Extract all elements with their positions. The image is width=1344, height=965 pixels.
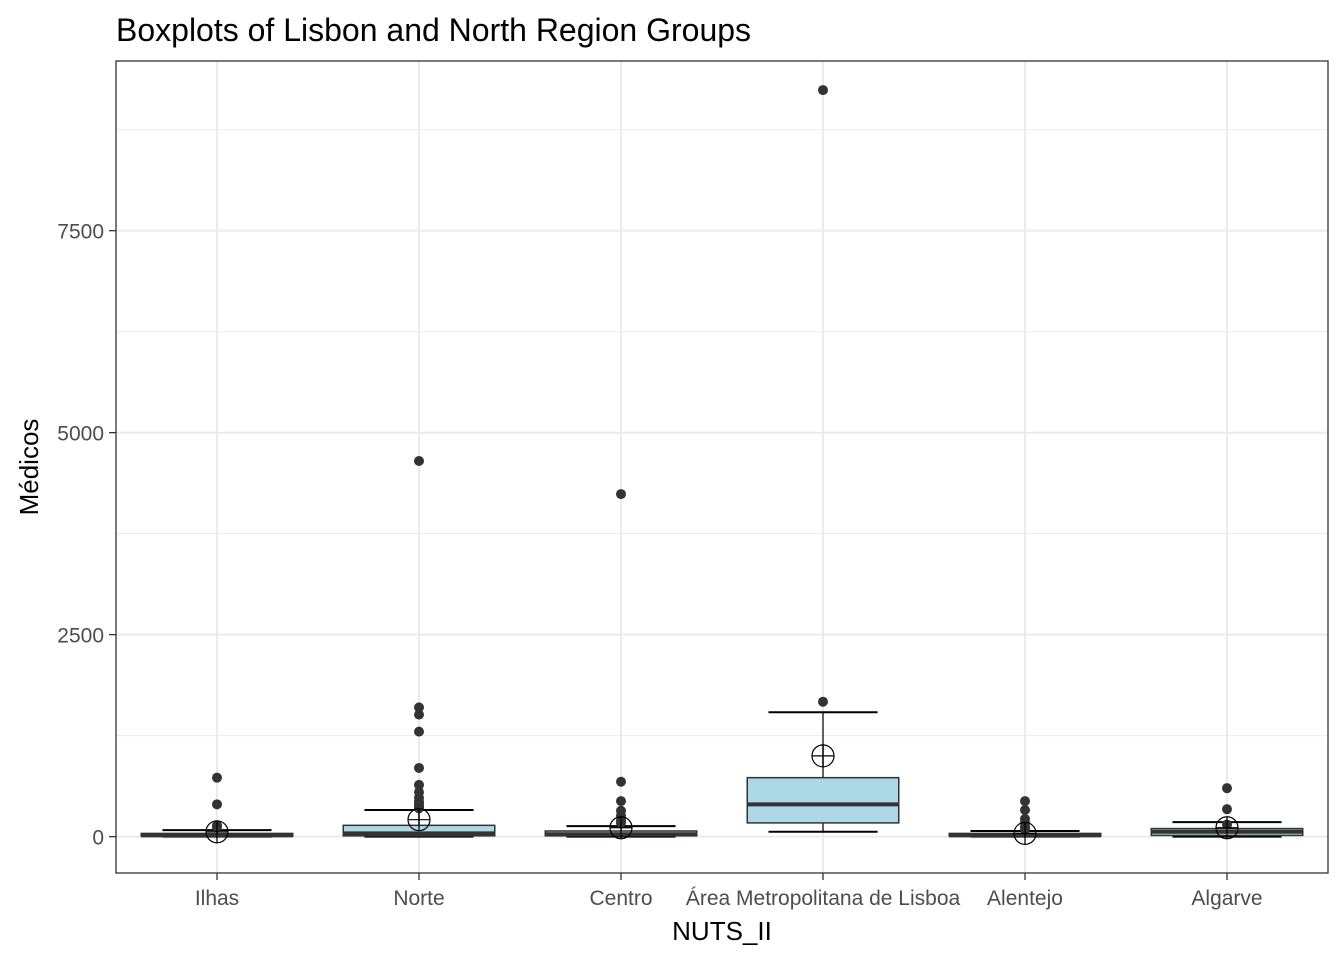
x-tick-label: Ilhas <box>195 887 239 910</box>
y-tick-label: 5000 <box>57 423 104 446</box>
x-tick-label: Alentejo <box>987 887 1063 910</box>
outlier-point <box>616 796 626 807</box>
x-tick-label: Norte <box>393 887 444 910</box>
panel-border <box>115 60 1329 874</box>
outlier-point <box>1222 783 1232 794</box>
outlier-point <box>616 489 626 500</box>
x-tick-label: Algarve <box>1191 887 1262 910</box>
outlier-point <box>414 702 424 713</box>
axis-layer: 0 2500 5000 7500 Ilhas Norte Centro Área Metrop… <box>57 221 1262 910</box>
outlier-point <box>616 776 626 787</box>
box-layer <box>140 85 1304 846</box>
outlier-point <box>1020 796 1030 807</box>
box-group <box>746 85 900 833</box>
outlier-point <box>414 455 424 466</box>
x-axis-title: NUTS_II <box>672 916 772 946</box>
outlier-point <box>212 772 222 783</box>
outlier-point <box>212 799 222 810</box>
y-tick-label: 7500 <box>57 221 104 244</box>
box-group <box>1150 783 1304 840</box>
chart-title: Boxplots of Lisbon and North Region Grou… <box>116 12 751 48</box>
box-group <box>140 772 294 844</box>
x-tick-label: Área Metropolitana de Lisboa <box>686 887 961 910</box>
box-group <box>544 489 698 840</box>
outlier-point <box>818 85 828 96</box>
outlier-point <box>414 762 424 773</box>
y-axis-title: Médicos <box>14 419 44 516</box>
outlier-point <box>414 779 424 790</box>
box-group <box>948 796 1102 846</box>
x-tick-label: Centro <box>589 887 652 910</box>
outlier-point <box>1020 804 1030 815</box>
box-iqr <box>746 776 900 824</box>
outlier-point <box>414 709 424 720</box>
box-group <box>342 455 496 838</box>
grid-layer <box>116 61 1328 873</box>
y-tick-label: 2500 <box>57 625 104 648</box>
outlier-point <box>818 696 828 707</box>
outlier-point <box>414 726 424 737</box>
outlier-point <box>1222 804 1232 815</box>
y-tick-label: 0 <box>92 827 104 850</box>
